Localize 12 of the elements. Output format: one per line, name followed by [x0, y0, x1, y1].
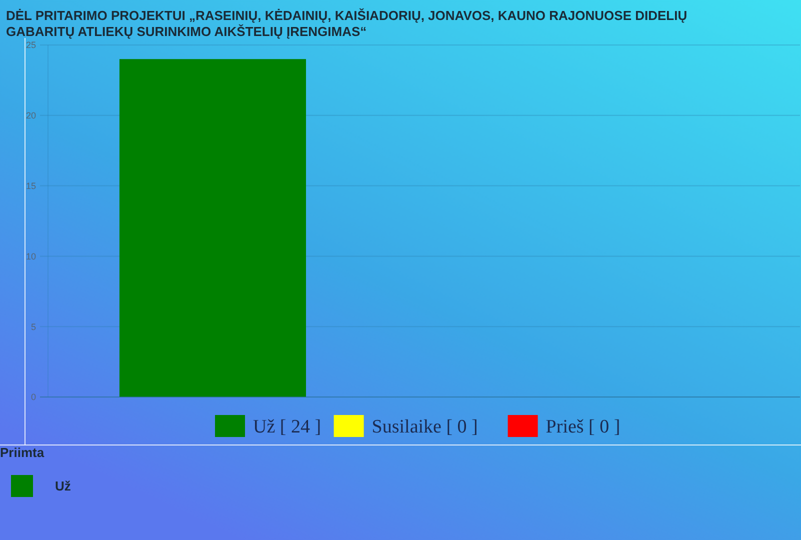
legend-label: Prieš [ 0 ]	[546, 416, 620, 438]
y-tick-label: 25	[26, 40, 36, 50]
chart-title: DĖL PRITARIMO PROJEKTUI „RASEINIŲ, KĖDAINIŲ, KAIŠIADORIŲ, JONAVOS, KAUNO RAJONUOSE DIDELIŲ GABARITŲ ATLIEKŲ SURINKIMO AIKŠTELIŲ ĮRENGIMAS“	[6, 8, 688, 39]
y-tick-label: 20	[26, 110, 36, 121]
text: Už	[55, 478, 72, 494]
text: Priimta	[0, 445, 45, 460]
y-tick-label: 0	[30, 392, 36, 402]
y-tick-label: 5	[30, 322, 36, 332]
y-tick-label: 15	[26, 180, 36, 191]
y-tick-label: 10	[26, 251, 36, 262]
legend-label: Susilaike [ 0 ]	[372, 416, 478, 438]
legend-label: Už [ 24 ]	[253, 416, 322, 438]
